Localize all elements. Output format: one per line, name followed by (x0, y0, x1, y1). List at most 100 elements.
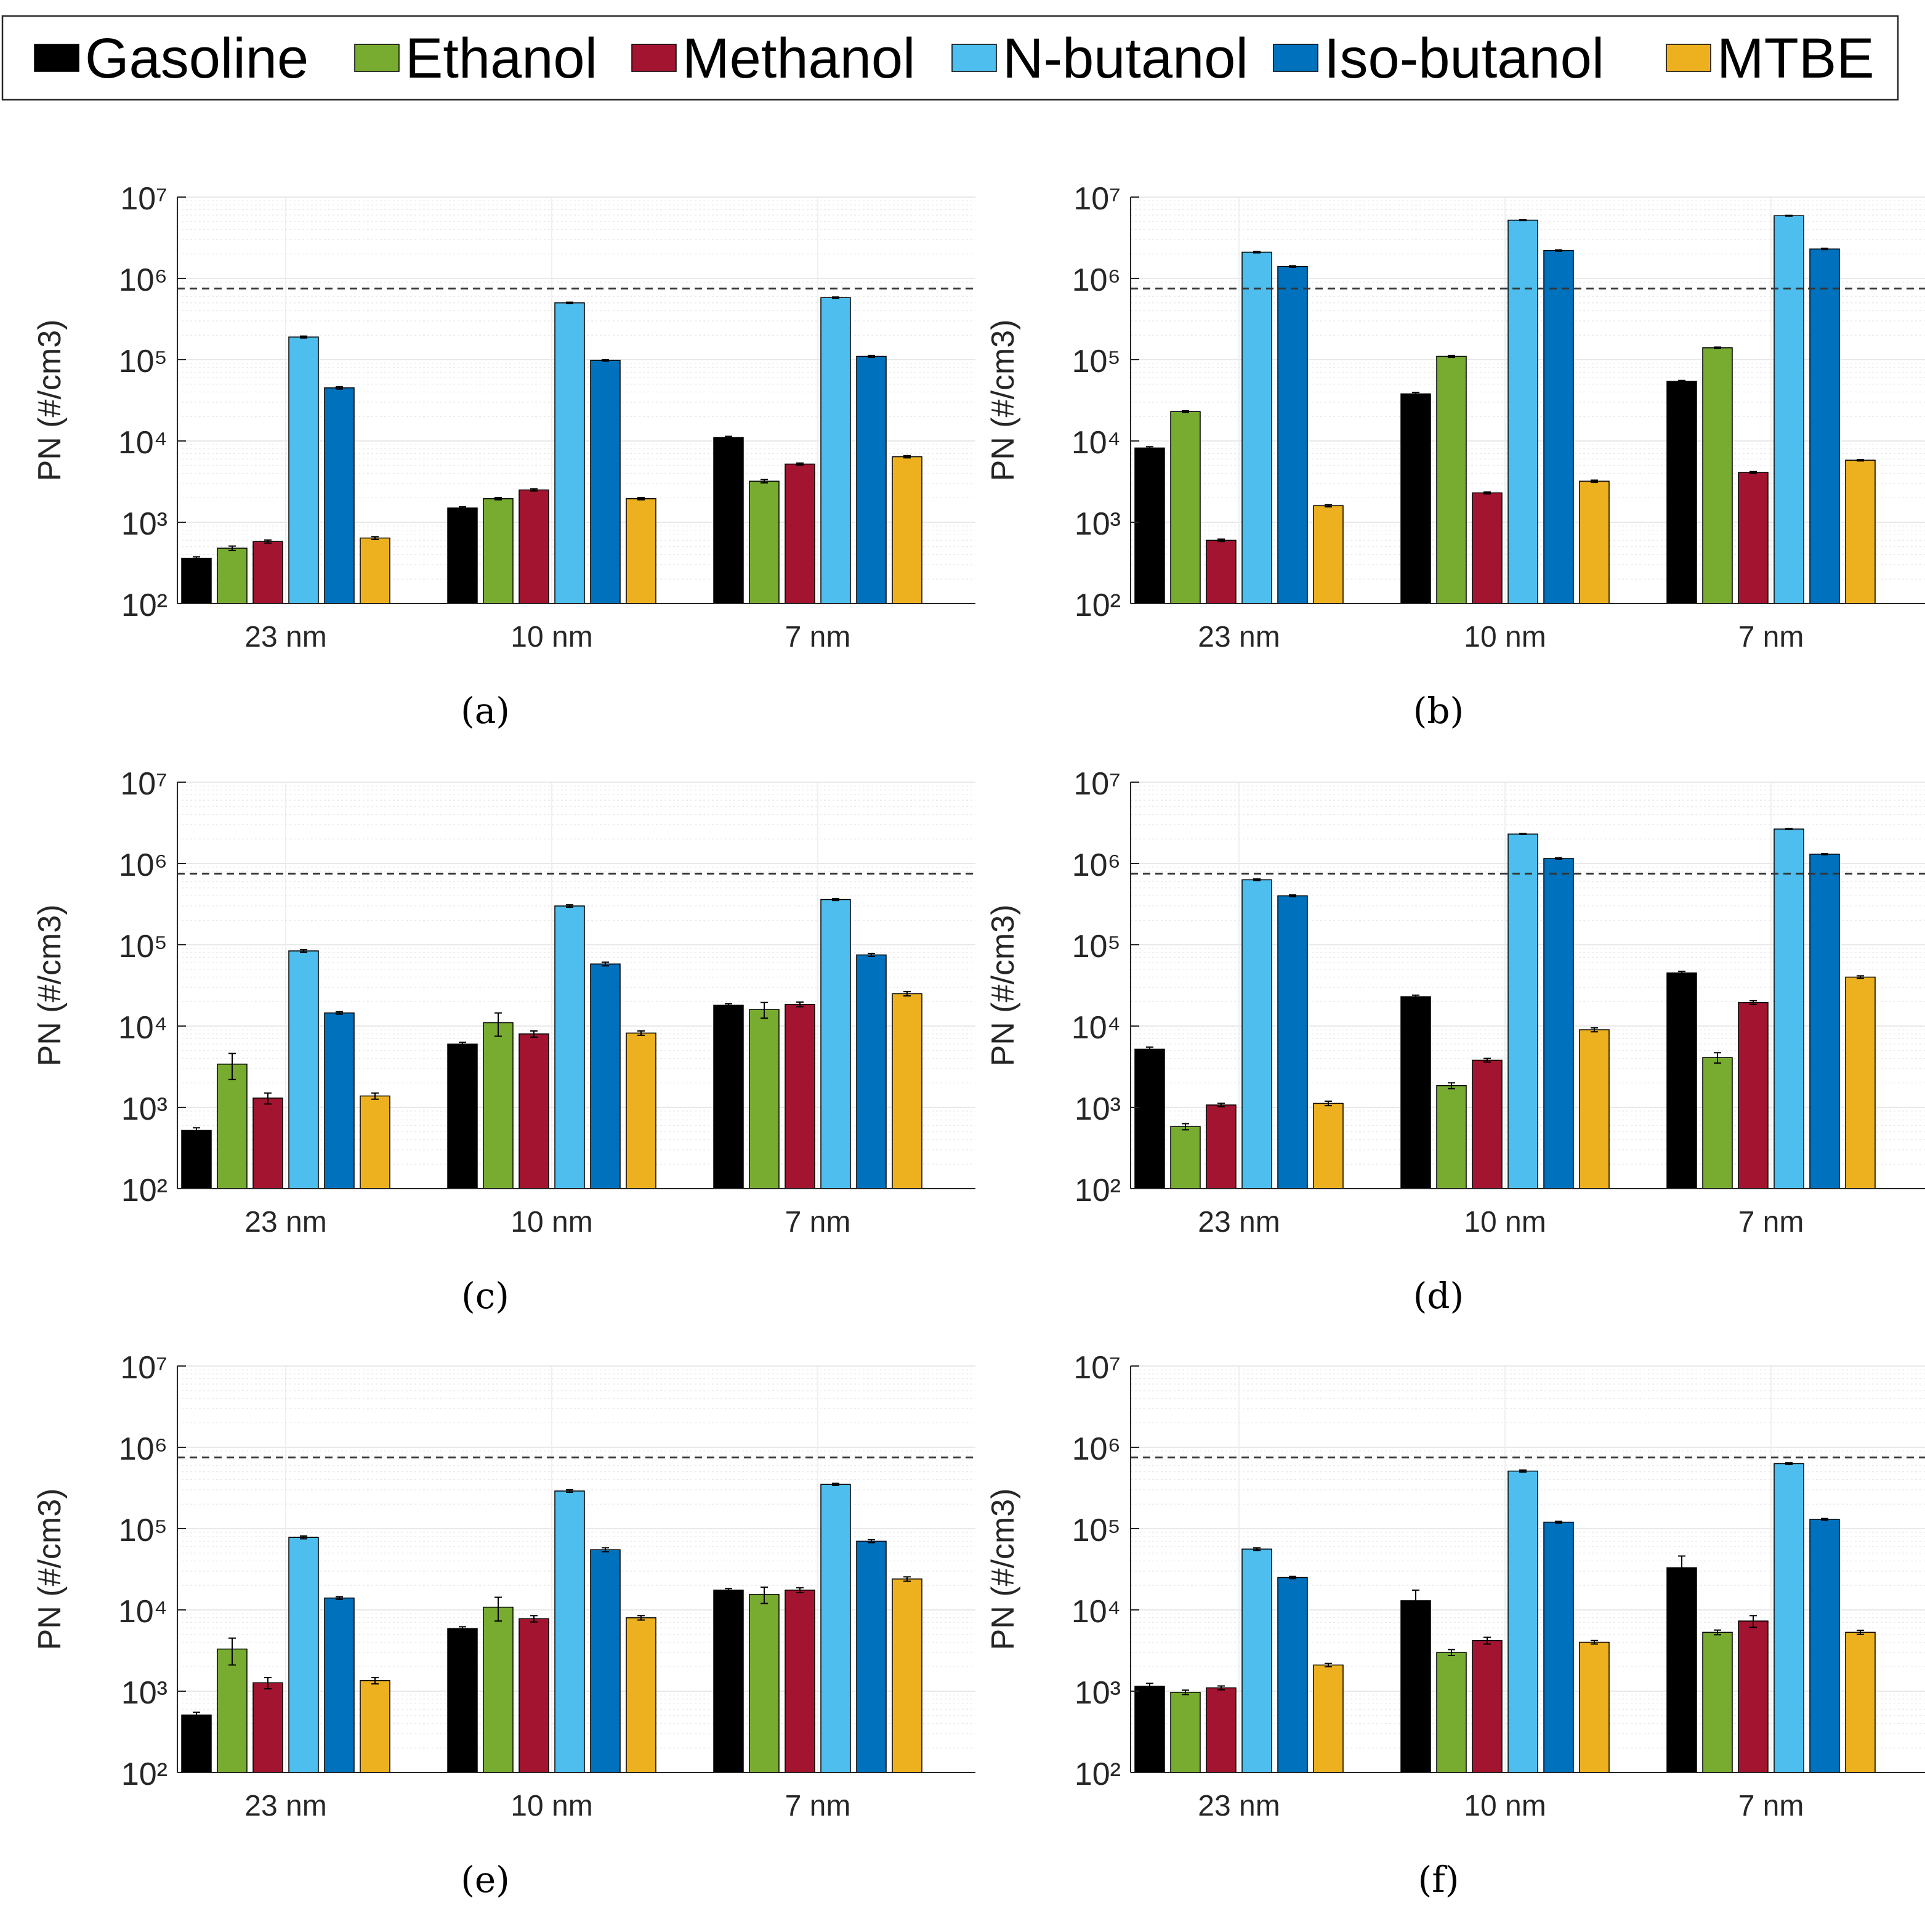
bar (1170, 1126, 1201, 1189)
bar (749, 1594, 780, 1773)
y-tick-label: 10³ (1075, 1091, 1121, 1127)
error-bar (1714, 1052, 1721, 1064)
bar (1277, 265, 1308, 604)
error-bar (1714, 346, 1721, 349)
y-tick-label: 10⁶ (119, 847, 167, 883)
bar (1702, 1057, 1733, 1189)
panel-label: (f) (1418, 1859, 1459, 1901)
bar (1507, 833, 1538, 1189)
error-bar (1857, 975, 1864, 979)
bar (181, 557, 212, 604)
y-tick-label: 10⁶ (119, 262, 167, 298)
legend-swatch (631, 44, 677, 72)
bar (1134, 1686, 1165, 1773)
bar (785, 1590, 815, 1773)
panel-label: (d) (1413, 1275, 1464, 1317)
bar (181, 1130, 212, 1189)
y-tick-label: 10⁴ (1071, 425, 1121, 461)
error-bar (1182, 1123, 1189, 1131)
error-bar (1714, 1629, 1721, 1636)
legend-item: Methanol (631, 27, 915, 90)
bar (1436, 355, 1467, 604)
bar (713, 1590, 744, 1773)
bar (1241, 251, 1272, 604)
x-tick-label: 23 nm (244, 1206, 326, 1239)
bar (1774, 828, 1804, 1189)
error-bar (1253, 878, 1261, 881)
x-tick-label: 7 nm (785, 1206, 851, 1239)
error-bar (1483, 491, 1491, 495)
error-bar (1821, 1518, 1828, 1521)
bar (1738, 1620, 1769, 1773)
error-bar (300, 335, 307, 339)
legend-swatch (951, 44, 997, 72)
y-tick-label: 10² (1075, 588, 1121, 623)
bar (1134, 1048, 1165, 1189)
legend-swatch (1273, 44, 1318, 72)
error-bar (903, 991, 911, 997)
x-tick-label: 23 nm (1198, 621, 1280, 653)
error-bar (1857, 459, 1864, 462)
error-bar (228, 545, 236, 551)
legend-swatch (34, 44, 79, 72)
x-tick-label: 10 nm (511, 1206, 592, 1239)
error-bar (1289, 894, 1296, 897)
error-bar (566, 301, 573, 304)
bar (820, 1484, 851, 1773)
y-tick-label: 10⁵ (119, 929, 167, 964)
legend-swatch (354, 44, 400, 72)
y-axis-label: PN (#/cm3) (985, 1489, 1021, 1651)
error-bar (796, 1001, 804, 1008)
legend-item: Ethanol (354, 27, 597, 90)
error-bar (1253, 1547, 1261, 1551)
error-bar (1821, 853, 1828, 855)
y-tick-label: 10⁵ (1072, 929, 1121, 964)
panel-label: (e) (461, 1859, 510, 1901)
x-tick-label: 10 nm (1464, 1206, 1546, 1239)
bar (1579, 1641, 1610, 1773)
bar (892, 993, 922, 1189)
bar (252, 1097, 283, 1189)
chart-panel: 10² 10³ 10⁴ 10⁵ 10⁶ 10⁷ 23 nm 10 nm 7 nm PN (#/cm… (32, 766, 975, 1317)
y-tick-label: 10³ (1075, 506, 1121, 542)
error-bar (1591, 479, 1598, 483)
chart-panel: 10² 10³ 10⁴ 10⁵ 10⁶ 10⁷ 23 nm 10 nm 7 nm PN (#/cm… (985, 766, 1925, 1317)
chart-panel: 10² 10³ 10⁴ 10⁵ 10⁶ 10⁷ 23 nm 10 nm 7 nm PN (#/cm… (32, 1350, 975, 1901)
bar (820, 899, 851, 1189)
error-bar (1555, 857, 1562, 860)
error-bar (1182, 1689, 1189, 1696)
error-bar (1217, 1685, 1225, 1691)
x-tick-label: 7 nm (1738, 1790, 1804, 1822)
error-bar (1519, 833, 1527, 836)
error-bar (1591, 1027, 1598, 1033)
bar (626, 1032, 656, 1189)
y-tick-label: 10⁶ (1072, 262, 1121, 298)
bar (1845, 976, 1876, 1189)
error-bar (300, 948, 307, 953)
error-bar (1678, 1555, 1685, 1586)
bar (288, 336, 319, 604)
error-bar (1182, 410, 1189, 413)
error-bar (637, 496, 645, 501)
legend-swatch (1666, 44, 1711, 72)
bar (1845, 459, 1876, 604)
bar (1809, 1519, 1840, 1773)
bar (447, 507, 478, 604)
error-bar (1448, 1649, 1455, 1657)
bar (892, 1578, 922, 1773)
y-tick-label: 10² (121, 1173, 167, 1208)
legend-item: N-butanol (951, 27, 1248, 90)
error-bar (530, 1030, 538, 1038)
error-bar (832, 897, 839, 902)
error-bar (300, 1535, 307, 1540)
error-bar (602, 359, 609, 362)
legend-item: Iso-butanol (1273, 27, 1604, 90)
error-bar (1555, 1521, 1562, 1524)
bar (360, 537, 390, 604)
y-tick-label: 10² (121, 588, 167, 623)
legend: Gasoline Ethanol Methanol N-butanol Iso-buta… (1, 15, 1899, 101)
x-tick-label: 23 nm (1198, 1206, 1280, 1239)
bar (447, 1628, 478, 1773)
error-bar (1325, 1101, 1332, 1107)
